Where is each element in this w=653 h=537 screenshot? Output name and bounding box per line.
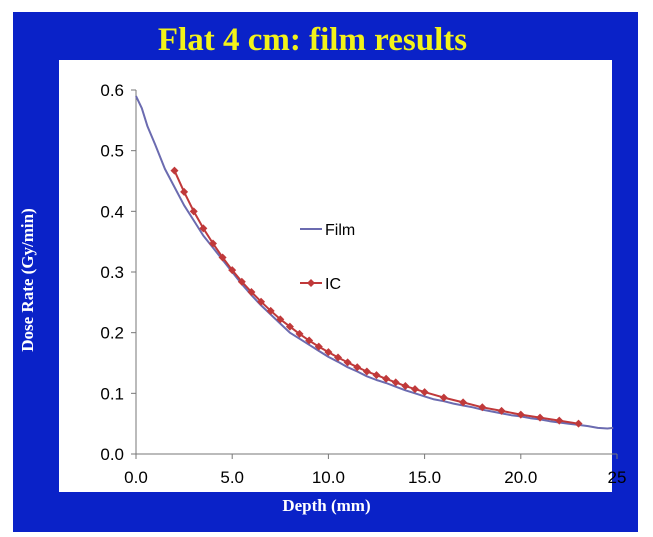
- data-point-ic: [353, 363, 362, 372]
- data-point-ic: [314, 342, 323, 351]
- data-point-ic: [439, 393, 448, 402]
- x-tick-label: 0.0: [124, 468, 148, 487]
- data-point-ic: [334, 353, 343, 362]
- chart-title: Flat 4 cm: film results: [157, 22, 468, 58]
- y-tick-label: 0.4: [100, 202, 124, 221]
- data-point-ic: [170, 166, 179, 175]
- data-point-ic: [228, 266, 237, 275]
- data-point-ic: [285, 322, 294, 331]
- data-point-ic: [305, 336, 314, 345]
- data-point-ic: [410, 385, 419, 394]
- x-tick-label: 20.0: [504, 468, 537, 487]
- x-tick-label: 15.0: [408, 468, 441, 487]
- data-point-ic: [478, 403, 487, 412]
- data-point-ic: [343, 358, 352, 367]
- y-tick-label: 0.6: [100, 81, 124, 100]
- data-point-ic: [295, 329, 304, 338]
- data-point-ic: [382, 374, 391, 383]
- data-point-ic: [574, 419, 583, 428]
- data-point-ic: [324, 348, 333, 357]
- data-point-ic: [189, 207, 198, 216]
- data-point-ic: [516, 410, 525, 419]
- data-point-ic: [218, 253, 227, 262]
- y-tick-label: 0.3: [100, 263, 124, 282]
- x-tick-label: 5.0: [220, 468, 244, 487]
- data-point-ic: [199, 224, 208, 233]
- data-point-ic: [555, 416, 564, 425]
- y-tick-label: 0.5: [100, 142, 124, 161]
- data-point-ic: [391, 378, 400, 387]
- x-tick-label: 25: [608, 468, 627, 487]
- data-point-ic: [208, 239, 217, 248]
- plot-panel: [59, 60, 612, 492]
- y-tick-label: 0.0: [100, 445, 124, 464]
- legend-label-ic: IC: [325, 276, 341, 293]
- data-point-ic: [497, 406, 506, 415]
- series-line-ic: [173, 170, 579, 425]
- y-tick-label: 0.2: [100, 324, 124, 343]
- data-point-ic: [420, 388, 429, 397]
- data-point-ic: [276, 315, 285, 324]
- data-point-ic: [266, 306, 275, 315]
- data-point-ic: [372, 371, 381, 380]
- data-point-ic: [237, 277, 246, 286]
- data-point-ic: [536, 413, 545, 422]
- data-point-ic: [180, 187, 189, 196]
- series-line-film: [135, 95, 614, 430]
- data-point-ic: [459, 398, 468, 407]
- data-point-ic: [401, 382, 410, 391]
- y-tick-label: 0.1: [100, 384, 124, 403]
- x-axis-label: Depth (mm): [282, 496, 371, 515]
- data-point-ic: [362, 367, 371, 376]
- x-tick-label: 10.0: [312, 468, 345, 487]
- data-point-ic: [247, 288, 256, 297]
- data-point-ic: [257, 297, 266, 306]
- legend-label-film: Film: [325, 222, 355, 239]
- legend-marker-ic: [307, 279, 315, 287]
